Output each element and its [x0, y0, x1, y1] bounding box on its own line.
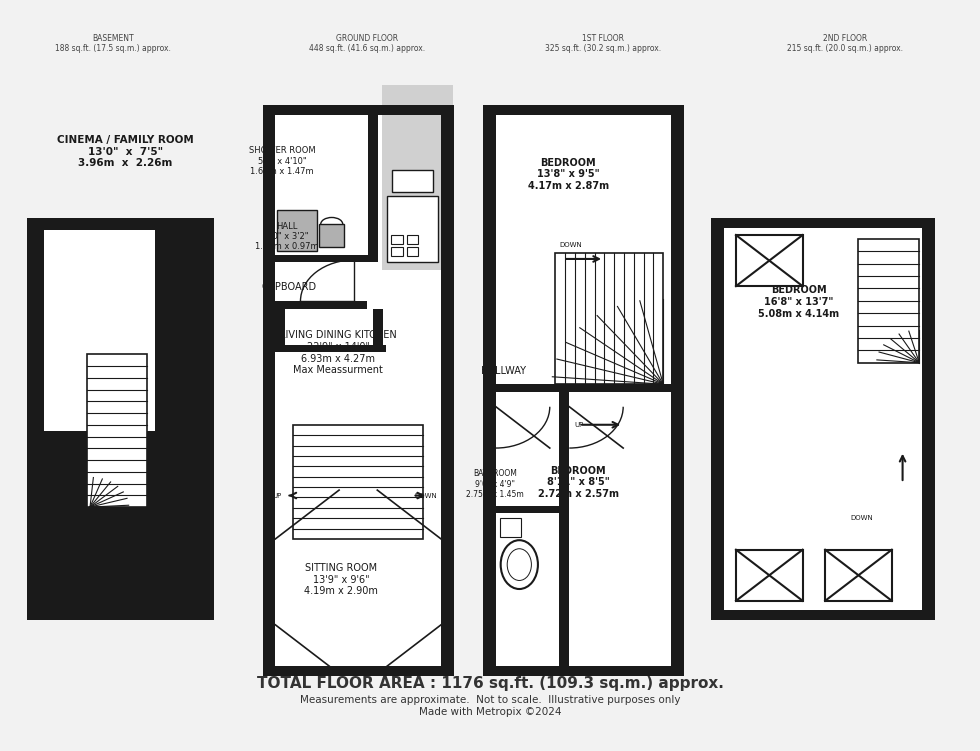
Bar — [275, 255, 368, 262]
Bar — [319, 225, 344, 247]
Bar — [825, 550, 892, 601]
Bar — [368, 115, 377, 262]
Bar — [556, 253, 663, 385]
Bar — [87, 354, 147, 507]
Bar — [711, 610, 935, 620]
Text: BATHROOM
9'0" x 4'9"
2.75m x 1.45m: BATHROOM 9'0" x 4'9" 2.75m x 1.45m — [466, 469, 523, 499]
Bar — [556, 253, 663, 385]
Text: BEDROOM
8'11" x 8'5"
2.72m x 2.57m: BEDROOM 8'11" x 8'5" 2.72m x 2.57m — [538, 466, 618, 499]
Bar — [483, 105, 684, 676]
Bar — [496, 385, 671, 392]
Bar — [736, 235, 803, 286]
Bar — [263, 105, 454, 676]
Bar — [27, 218, 43, 620]
Bar — [27, 218, 214, 230]
Text: DOWN: DOWN — [850, 514, 873, 520]
Bar — [483, 105, 496, 676]
Bar — [387, 196, 438, 262]
Bar — [43, 431, 155, 607]
Bar — [275, 301, 368, 309]
Text: LIVING DINING KITCHEN
22'9" x 14'0"
6.93m x 4.27m
Max Meassurment: LIVING DINING KITCHEN 22'9" x 14'0" 6.93… — [279, 330, 397, 376]
Bar — [277, 210, 317, 251]
Bar — [263, 105, 275, 676]
Bar — [319, 225, 344, 247]
Bar — [711, 218, 724, 620]
Text: Made with Metropix ©2024: Made with Metropix ©2024 — [418, 707, 562, 717]
Bar — [736, 550, 803, 601]
Text: 2ND FLOOR
215 sq.ft. (20.0 sq.m.) approx.: 2ND FLOOR 215 sq.ft. (20.0 sq.m.) approx… — [787, 34, 903, 53]
Bar — [858, 239, 919, 363]
Text: GROUND FLOOR
448 sq.ft. (41.6 sq.m.) approx.: GROUND FLOOR 448 sq.ft. (41.6 sq.m.) app… — [310, 34, 425, 53]
Bar — [27, 218, 214, 620]
Bar — [407, 247, 418, 256]
Bar — [27, 607, 214, 620]
Bar — [922, 218, 935, 620]
Bar — [392, 170, 433, 192]
Text: BEDROOM
16'8" x 13'7"
5.08m x 4.14m: BEDROOM 16'8" x 13'7" 5.08m x 4.14m — [759, 285, 839, 318]
Bar — [391, 235, 403, 244]
Ellipse shape — [508, 549, 531, 581]
Bar — [825, 550, 892, 601]
Ellipse shape — [501, 540, 538, 589]
Bar — [711, 218, 935, 228]
Bar — [155, 230, 197, 607]
Bar — [483, 666, 684, 676]
Text: TOTAL FLOOR AREA : 1176 sq.ft. (109.3 sq.m.) approx.: TOTAL FLOOR AREA : 1176 sq.ft. (109.3 sq… — [257, 676, 723, 691]
Bar — [407, 235, 418, 244]
Bar — [496, 505, 569, 513]
Text: DOWN: DOWN — [560, 242, 582, 248]
Bar — [293, 425, 423, 539]
Bar — [275, 345, 386, 352]
Text: HALLWAY: HALLWAY — [481, 366, 526, 376]
Bar — [277, 210, 317, 251]
Bar — [483, 105, 684, 115]
Text: UP: UP — [48, 488, 58, 494]
Bar — [391, 247, 403, 256]
Text: 1ST FLOOR
325 sq.ft. (30.2 sq.m.) approx.: 1ST FLOOR 325 sq.ft. (30.2 sq.m.) approx… — [545, 34, 661, 53]
Bar — [382, 85, 453, 270]
Bar — [293, 425, 423, 539]
Bar — [736, 550, 803, 601]
Bar — [441, 105, 454, 676]
Text: BASEMENT
188 sq.ft. (17.5 sq.m.) approx.: BASEMENT 188 sq.ft. (17.5 sq.m.) approx. — [55, 34, 171, 53]
Bar — [198, 218, 214, 620]
Bar — [263, 105, 454, 115]
Bar — [711, 218, 935, 620]
Bar — [500, 518, 521, 537]
Text: SITTING ROOM
13'9" x 9'6"
4.19m x 2.90m: SITTING ROOM 13'9" x 9'6" 4.19m x 2.90m — [304, 563, 378, 596]
Bar — [373, 309, 383, 352]
Bar — [275, 309, 285, 352]
Bar — [736, 235, 803, 286]
Text: SHOWER ROOM
5'6" x 4'10"
1.68m x 1.47m: SHOWER ROOM 5'6" x 4'10" 1.68m x 1.47m — [249, 146, 316, 176]
Text: CINEMA / FAMILY ROOM
13'0"  x  7'5"
3.96m  x  2.26m: CINEMA / FAMILY ROOM 13'0" x 7'5" 3.96m … — [57, 135, 194, 168]
Text: HALL
6'0" x 3'2"
1.83m x 0.97m: HALL 6'0" x 3'2" 1.83m x 0.97m — [256, 222, 318, 252]
Text: Measurements are approximate.  Not to scale.  Illustrative purposes only: Measurements are approximate. Not to sca… — [300, 695, 680, 705]
Text: DOWN: DOWN — [415, 493, 437, 499]
Bar — [263, 666, 454, 676]
Text: UP: UP — [272, 493, 281, 499]
Bar — [87, 354, 147, 507]
Text: CUPBOARD: CUPBOARD — [262, 282, 317, 292]
Bar — [858, 239, 919, 363]
Text: UP: UP — [574, 422, 583, 428]
Bar — [671, 105, 684, 676]
Bar — [560, 392, 569, 666]
Text: BEDROOM
13'8" x 9'5"
4.17m x 2.87m: BEDROOM 13'8" x 9'5" 4.17m x 2.87m — [528, 158, 609, 191]
Bar — [43, 230, 155, 431]
